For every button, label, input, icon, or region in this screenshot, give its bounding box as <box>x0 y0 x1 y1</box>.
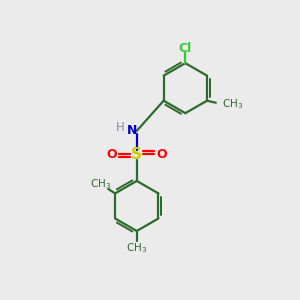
Text: O: O <box>106 148 117 161</box>
Text: CH$_3$: CH$_3$ <box>222 97 243 110</box>
Text: H: H <box>116 122 125 134</box>
Text: CH$_3$: CH$_3$ <box>126 241 147 255</box>
Text: N: N <box>127 124 137 137</box>
Text: CH$_3$: CH$_3$ <box>90 177 111 190</box>
Text: S: S <box>131 147 142 162</box>
Text: O: O <box>157 148 167 161</box>
Text: Cl: Cl <box>179 42 192 55</box>
